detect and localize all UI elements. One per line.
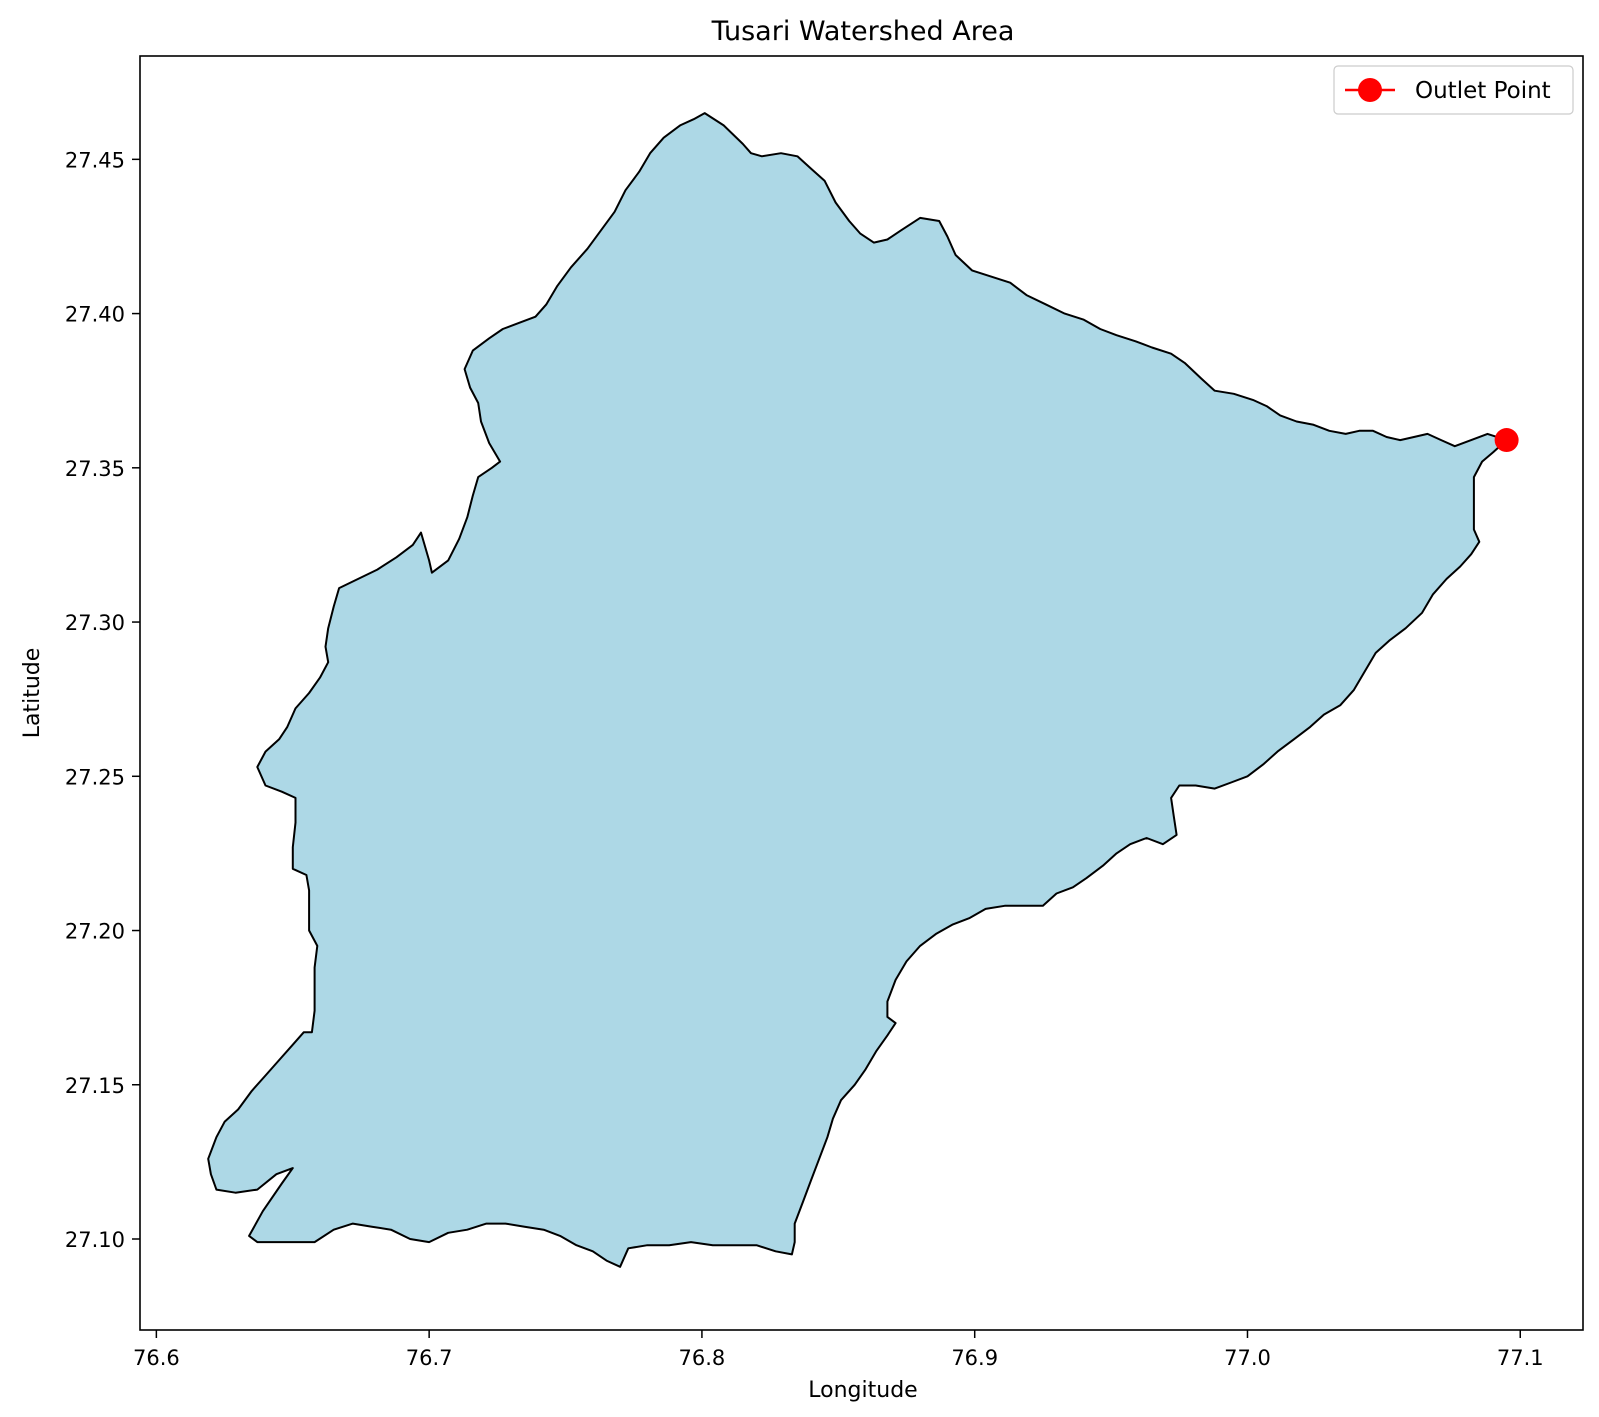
- y-axis: 27.10 27.15 27.20 27.25 27.30 27.35 27.40 27.45: [65, 148, 140, 1252]
- legend-marker: [1358, 78, 1382, 102]
- x-tick-label: 76.9: [951, 1346, 998, 1370]
- plot-area: [207, 112, 1519, 1268]
- chart-title: Tusari Watershed Area: [711, 16, 1015, 47]
- x-tick-label: 76.6: [133, 1346, 180, 1370]
- x-tick-label: 77.0: [1224, 1346, 1271, 1370]
- y-tick-label: 27.45: [65, 148, 125, 172]
- x-tick-label: 76.8: [679, 1346, 726, 1370]
- y-tick-label: 27.40: [65, 303, 125, 327]
- x-tick-label: 76.7: [406, 1346, 453, 1370]
- outlet-point-marker: [1494, 428, 1519, 453]
- x-axis-label: Longitude: [808, 1378, 917, 1403]
- y-tick-label: 27.20: [65, 920, 125, 944]
- x-tick-label: 77.1: [1497, 1346, 1544, 1370]
- axes-frame: [139, 55, 1584, 1331]
- y-tick-label: 27.10: [65, 1228, 125, 1252]
- legend-box: [1333, 65, 1574, 115]
- y-axis-label: Latitude: [20, 648, 45, 739]
- y-tick-label: 27.35: [65, 457, 125, 481]
- legend: Outlet Point: [1333, 65, 1574, 115]
- y-tick-label: 27.25: [65, 765, 125, 789]
- legend-label-outlet-point: Outlet Point: [1415, 78, 1551, 104]
- y-tick-label: 27.30: [65, 611, 125, 635]
- y-tick-label: 27.15: [65, 1074, 125, 1098]
- x-axis: 76.6 76.7 76.8 76.9 77.0 77.1: [133, 1330, 1544, 1370]
- watershed-polygon: [207, 112, 1508, 1268]
